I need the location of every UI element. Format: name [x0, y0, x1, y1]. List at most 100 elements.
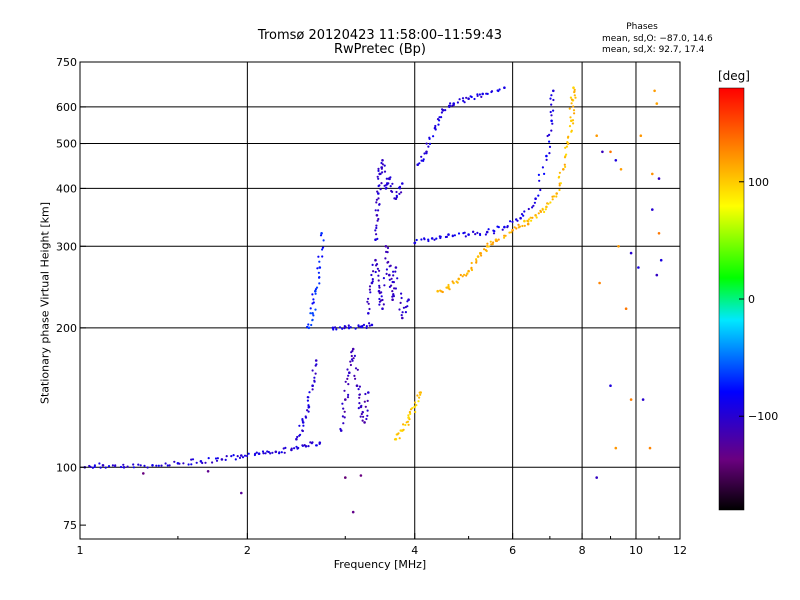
data-point — [261, 450, 265, 453]
data-point — [143, 464, 146, 467]
data-point — [309, 312, 312, 315]
data-point — [348, 371, 351, 375]
data-point — [122, 463, 125, 466]
data-point — [352, 357, 355, 360]
phases-o-stats: mean, sd,O: −87.0, 14.6 — [602, 34, 713, 44]
data-point — [414, 410, 417, 414]
data-point — [537, 212, 540, 215]
data-point — [570, 98, 574, 101]
data-point — [503, 86, 506, 89]
data-point — [400, 296, 403, 300]
data-point — [368, 324, 371, 327]
y-tick-label: 600 — [56, 101, 77, 114]
data-point — [397, 432, 400, 435]
data-point — [595, 134, 598, 137]
series-o-mode-spread-e — [339, 347, 370, 432]
data-point — [437, 123, 440, 126]
data-point — [319, 234, 323, 237]
data-point — [467, 97, 470, 100]
grid-lines — [80, 62, 680, 539]
data-point — [555, 195, 558, 198]
data-point — [331, 326, 335, 330]
data-point — [204, 461, 207, 464]
data-point — [465, 274, 468, 277]
data-point — [425, 150, 428, 154]
data-point — [224, 458, 227, 461]
data-point — [365, 417, 368, 421]
data-point — [347, 324, 350, 327]
data-point — [375, 214, 379, 217]
data-point — [346, 396, 350, 399]
data-point — [377, 169, 380, 172]
data-point — [476, 255, 480, 258]
data-point — [537, 194, 540, 197]
data-point — [494, 239, 497, 242]
data-point — [343, 389, 346, 392]
data-point — [359, 415, 362, 418]
data-point — [264, 452, 267, 455]
data-point — [523, 210, 526, 213]
data-point — [107, 465, 111, 468]
data-point — [415, 238, 418, 242]
data-point — [470, 268, 474, 272]
data-point — [366, 399, 369, 402]
data-point — [395, 195, 398, 199]
series-o-mode-e-trace — [83, 441, 322, 469]
data-point — [407, 414, 410, 417]
data-point — [547, 202, 550, 205]
data-point — [91, 466, 94, 469]
data-point — [465, 96, 468, 99]
data-point — [257, 452, 261, 456]
data-point — [548, 140, 551, 143]
x-tick-label: 8 — [579, 544, 586, 557]
data-point — [240, 491, 243, 495]
data-point — [535, 216, 538, 219]
data-point — [438, 116, 441, 119]
data-point — [361, 411, 364, 414]
data-point — [243, 454, 247, 457]
data-point — [487, 245, 490, 248]
phases-x-stats: mean, sd,X: 92.7, 17.4 — [602, 45, 705, 55]
data-point — [374, 238, 377, 241]
data-point — [339, 427, 342, 431]
data-point — [367, 391, 370, 394]
data-point — [655, 102, 659, 105]
data-point — [428, 137, 431, 140]
data-point — [387, 177, 390, 180]
data-point — [318, 260, 321, 263]
data-point — [315, 444, 318, 447]
data-point — [361, 326, 364, 329]
data-point — [401, 311, 404, 314]
data-point — [389, 185, 392, 188]
series-o-mode-f2-lower — [413, 89, 555, 245]
data-point — [641, 398, 645, 401]
data-point — [564, 155, 567, 158]
data-point — [293, 447, 296, 450]
data-point — [433, 126, 437, 130]
data-point — [377, 177, 380, 180]
data-point — [318, 276, 321, 279]
data-point — [402, 428, 405, 431]
data-point — [398, 192, 401, 195]
data-point — [391, 295, 394, 298]
data-point — [639, 134, 643, 137]
data-point — [391, 290, 394, 293]
data-point — [496, 89, 499, 92]
data-point — [295, 437, 298, 441]
y-tick-label: 750 — [56, 56, 77, 69]
data-point — [498, 88, 501, 91]
data-point — [486, 242, 489, 245]
data-point — [334, 326, 337, 329]
data-point — [378, 284, 381, 287]
data-point — [376, 219, 379, 222]
data-point — [315, 286, 319, 289]
data-point — [356, 368, 359, 371]
data-point — [139, 464, 142, 467]
data-point — [311, 312, 314, 315]
data-point — [388, 273, 391, 277]
data-point — [464, 235, 467, 238]
data-point — [111, 464, 114, 467]
data-point — [377, 209, 380, 212]
data-point — [363, 400, 366, 403]
data-point — [190, 463, 193, 466]
